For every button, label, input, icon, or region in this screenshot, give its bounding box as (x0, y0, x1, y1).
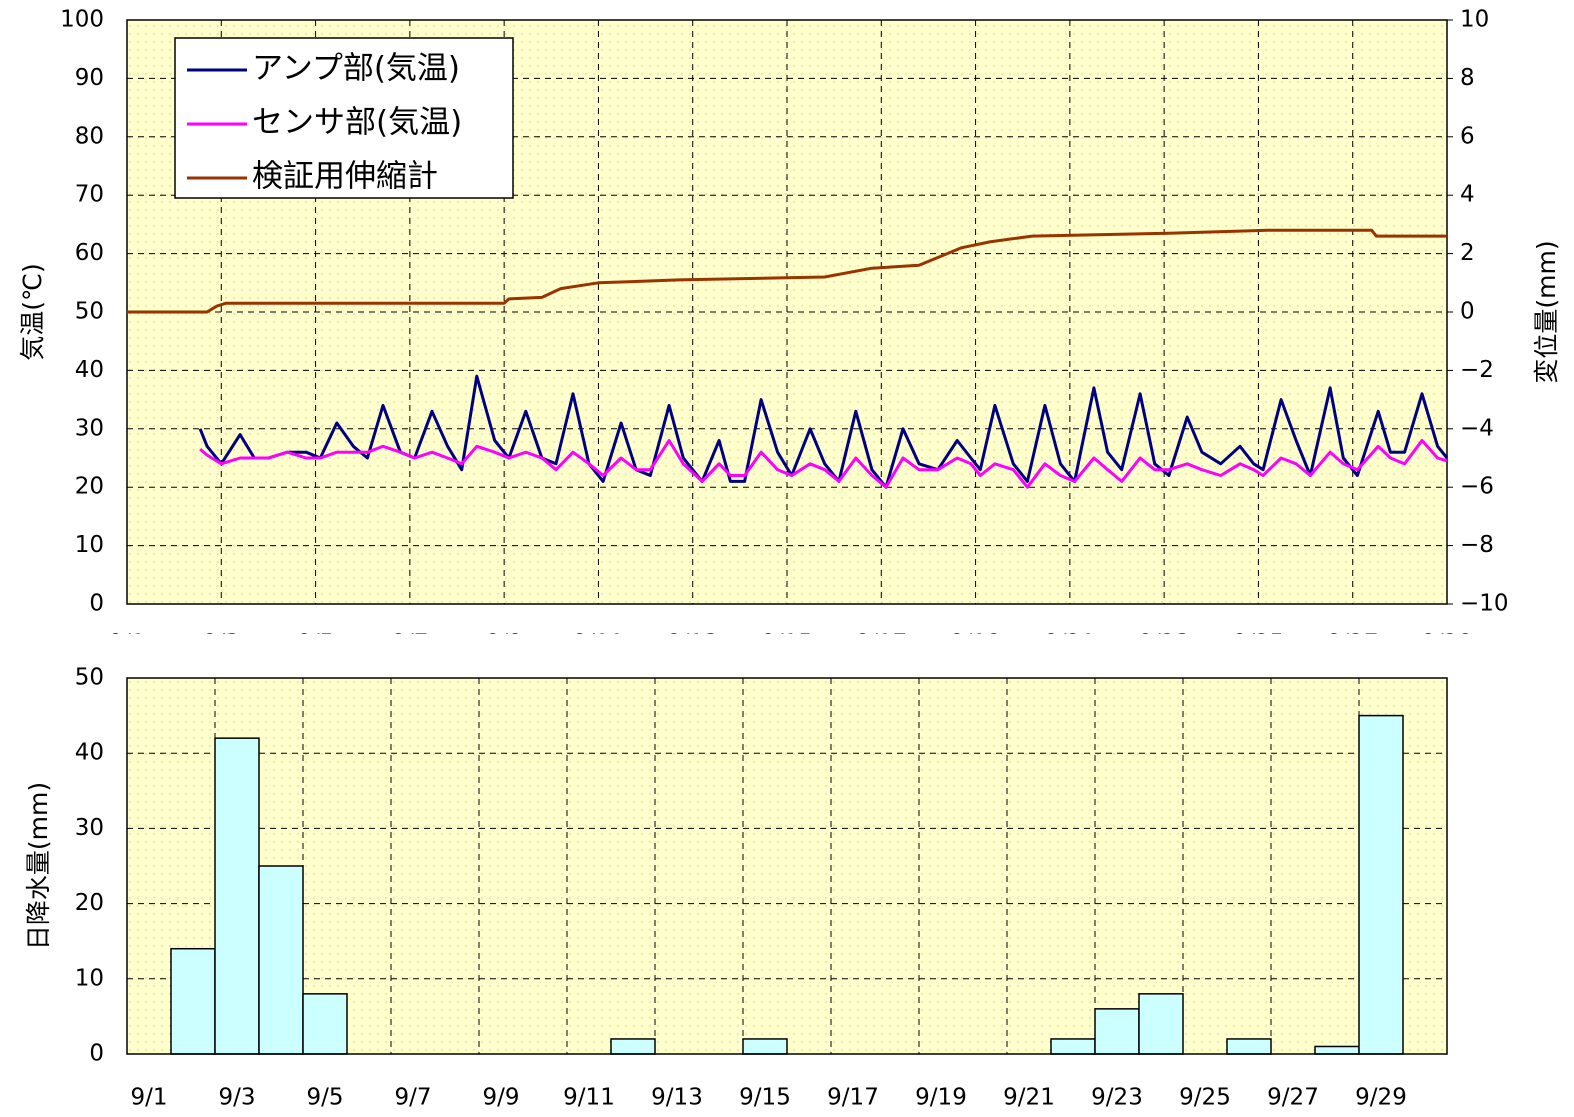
y-tick-label: 70 (75, 182, 104, 208)
legend-label: センサ部(気温) (252, 105, 462, 141)
x-tick-label: 9/13 (667, 631, 719, 657)
y2-tick-label: 10 (1460, 7, 1489, 33)
y-tick-label: 40 (75, 740, 104, 766)
y-tick-label: 40 (75, 357, 104, 383)
x-tick-label: 9/1 (130, 1085, 167, 1111)
x-tick-label: 9/17 (855, 631, 907, 657)
y2-tick-label: −10 (1460, 591, 1509, 617)
bar (1226, 1038, 1272, 1055)
y2-tick-label: −6 (1460, 474, 1494, 500)
x-tick-label: 9/15 (739, 1085, 791, 1111)
x-tick-label: 9/1 (108, 631, 145, 657)
x-tick-label: 9/25 (1179, 1085, 1231, 1111)
x-tick-label: 9/15 (761, 631, 813, 657)
x-tick-label: 9/3 (218, 1085, 255, 1111)
bar (1314, 1045, 1360, 1055)
y2-tick-label: 8 (1460, 65, 1475, 91)
y-tick-label: 80 (75, 123, 104, 149)
y-tick-label: 20 (75, 474, 104, 500)
bar (1094, 1008, 1140, 1055)
x-tick-label: 9/3 (203, 631, 240, 657)
y-tick-label: 0 (89, 591, 104, 617)
bar (1358, 714, 1404, 1055)
x-tick-label: 9/23 (1138, 631, 1190, 657)
bar (170, 947, 216, 1055)
bar (1138, 993, 1184, 1055)
y2-tick-label: −8 (1460, 532, 1494, 558)
y2-tick-label: 4 (1460, 182, 1475, 208)
y2-tick-label: −2 (1460, 357, 1494, 383)
x-tick-label: 9/25 (1233, 631, 1285, 657)
x-tick-label: 9/7 (391, 631, 428, 657)
legend-label: 検証用伸縮計 (252, 159, 438, 195)
y-axis-label: 気温(℃) (18, 263, 47, 361)
bar (1050, 1038, 1096, 1055)
x-tick-label: 9/21 (1003, 1085, 1055, 1111)
y-tick-label: 30 (75, 815, 104, 841)
y-tick-label: 90 (75, 65, 104, 91)
bar (258, 865, 304, 1055)
x-tick-label: 9/29 (1421, 631, 1473, 657)
x-tick-label: 9/29 (1355, 1085, 1407, 1111)
plot-area (127, 678, 1447, 1054)
y-tick-label: 20 (75, 890, 104, 916)
x-tick-label: 9/27 (1267, 1085, 1319, 1111)
x-tick-label: 9/9 (486, 631, 523, 657)
y2-tick-label: 2 (1460, 240, 1475, 266)
bar (214, 737, 260, 1055)
x-tick-label: 9/23 (1091, 1085, 1143, 1111)
x-tick-label: 9/5 (306, 1085, 343, 1111)
bar (610, 1038, 656, 1055)
x-tick-label: 9/19 (915, 1085, 967, 1111)
y-tick-label: 30 (75, 415, 104, 441)
x-tick-label: 9/17 (827, 1085, 879, 1111)
line (199, 439, 1448, 489)
line (127, 228, 1447, 314)
y-tick-label: 50 (75, 665, 104, 691)
y2-axis-label: 変位量(mm) (1532, 240, 1561, 383)
plot-frame (126, 677, 1448, 1055)
x-tick-label: 9/9 (482, 1085, 519, 1111)
x-tick-labels: 9/1 9/3 9/5 9/7 9/9 9/11 9/13 9/15 9/17 9/19 9/21 9… (108, 631, 1473, 657)
legend-box (174, 37, 514, 199)
x-tick-label: 9/13 (651, 1085, 703, 1111)
x-tick-label: 9/21 (1044, 631, 1096, 657)
x-tick-label: 9/11 (563, 1085, 615, 1111)
x-tick-label: 9/19 (950, 631, 1002, 657)
y-axis-label: 日降水量(mm) (24, 782, 53, 950)
x-tick-label: 9/5 (297, 631, 334, 657)
y-tick-label: 10 (75, 532, 104, 558)
bar (302, 993, 348, 1055)
y-tick-label: 0 (89, 1041, 104, 1067)
legend-label: アンプ部(気温) (252, 51, 460, 87)
y2-tick-label: −4 (1460, 415, 1494, 441)
y-tick-label: 50 (75, 299, 104, 325)
x-tick-label: 9/27 (1327, 631, 1379, 657)
y-tick-label: 10 (75, 965, 104, 991)
y-tick-label: 60 (75, 240, 104, 266)
y2-tick-label: 6 (1460, 123, 1475, 149)
y-tick-label: 100 (60, 7, 104, 33)
x-tick-label: 9/7 (394, 1085, 431, 1111)
x-tick-label: 9/11 (573, 631, 625, 657)
bar (742, 1038, 788, 1055)
y2-tick-label: 0 (1460, 299, 1475, 325)
